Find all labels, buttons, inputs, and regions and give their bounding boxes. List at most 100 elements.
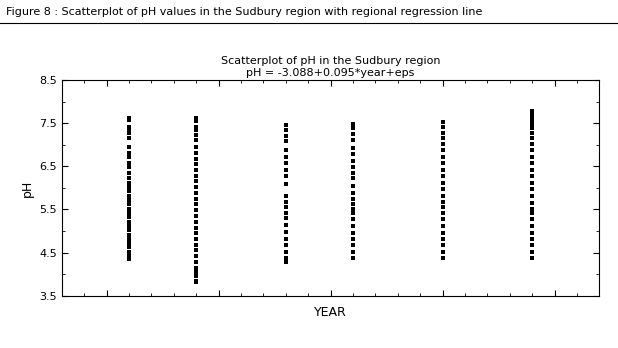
Point [438,205,447,210]
Point [281,154,291,160]
Point [527,121,537,127]
Point [438,160,447,166]
Point [527,173,537,179]
Point [348,138,358,143]
Point [438,249,447,255]
X-axis label: YEAR: YEAR [315,306,347,319]
Point [281,139,291,144]
Point [527,216,537,222]
Point [192,196,201,201]
Point [438,180,447,185]
Point [527,200,537,206]
Point [527,130,537,135]
Point [281,259,291,265]
Point [124,245,134,250]
Point [438,255,447,261]
Point [192,278,201,284]
Point [192,190,201,196]
Point [281,255,291,261]
Point [281,210,291,216]
Point [281,122,291,128]
Point [438,193,447,198]
Point [438,154,447,160]
Point [192,173,201,179]
Point [438,120,447,125]
Point [124,176,134,181]
Point [527,236,537,242]
Point [124,154,134,160]
Point [192,265,201,270]
Point [527,230,537,236]
Point [438,210,447,216]
Point [438,216,447,222]
Point [348,176,358,181]
Point [192,230,201,236]
Point [348,190,358,196]
Point [192,127,201,133]
Point [527,118,537,124]
Point [281,215,291,221]
Point [438,173,447,179]
Point [124,253,134,259]
Point [348,196,358,201]
Point [281,127,291,133]
Point [438,199,447,205]
Point [124,115,134,121]
Point [124,232,134,237]
Point [348,223,358,229]
Point [124,201,134,207]
Point [438,130,447,135]
Point [192,115,201,121]
Point [348,164,358,170]
Point [348,230,358,236]
Point [348,131,358,137]
Point [438,147,447,153]
Text: Figure 8 : Scatterplot of pH values in the Sudbury region with regional regressi: Figure 8 : Scatterplot of pH values in t… [6,7,483,17]
Point [281,160,291,166]
Point [281,193,291,198]
Point [192,213,201,219]
Point [438,124,447,129]
Point [124,135,134,141]
Point [124,214,134,220]
Point [124,256,134,262]
Point [192,279,201,285]
Point [348,216,358,222]
Point [192,161,201,167]
Point [527,135,537,141]
Point [527,108,537,114]
Y-axis label: pH: pH [20,179,33,197]
Point [124,236,134,242]
Point [192,225,201,230]
Point [527,223,537,229]
Point [124,164,134,170]
Point [124,150,134,155]
Point [192,259,201,265]
Point [438,186,447,191]
Point [348,236,358,242]
Point [124,193,134,198]
Point [124,228,134,233]
Point [192,150,201,155]
Point [192,242,201,248]
Point [281,249,291,255]
Point [527,186,537,191]
Point [192,179,201,184]
Point [281,242,291,248]
Point [192,248,201,253]
Point [527,160,537,166]
Point [124,127,134,133]
Point [438,223,447,229]
Point [348,151,358,157]
Point [527,154,537,160]
Point [348,242,358,248]
Point [192,184,201,190]
Point [192,236,201,242]
Point [348,126,358,131]
Point [192,219,201,224]
Point [527,206,537,212]
Point [438,236,447,242]
Point [192,144,201,150]
Point [527,126,537,131]
Point [348,249,358,255]
